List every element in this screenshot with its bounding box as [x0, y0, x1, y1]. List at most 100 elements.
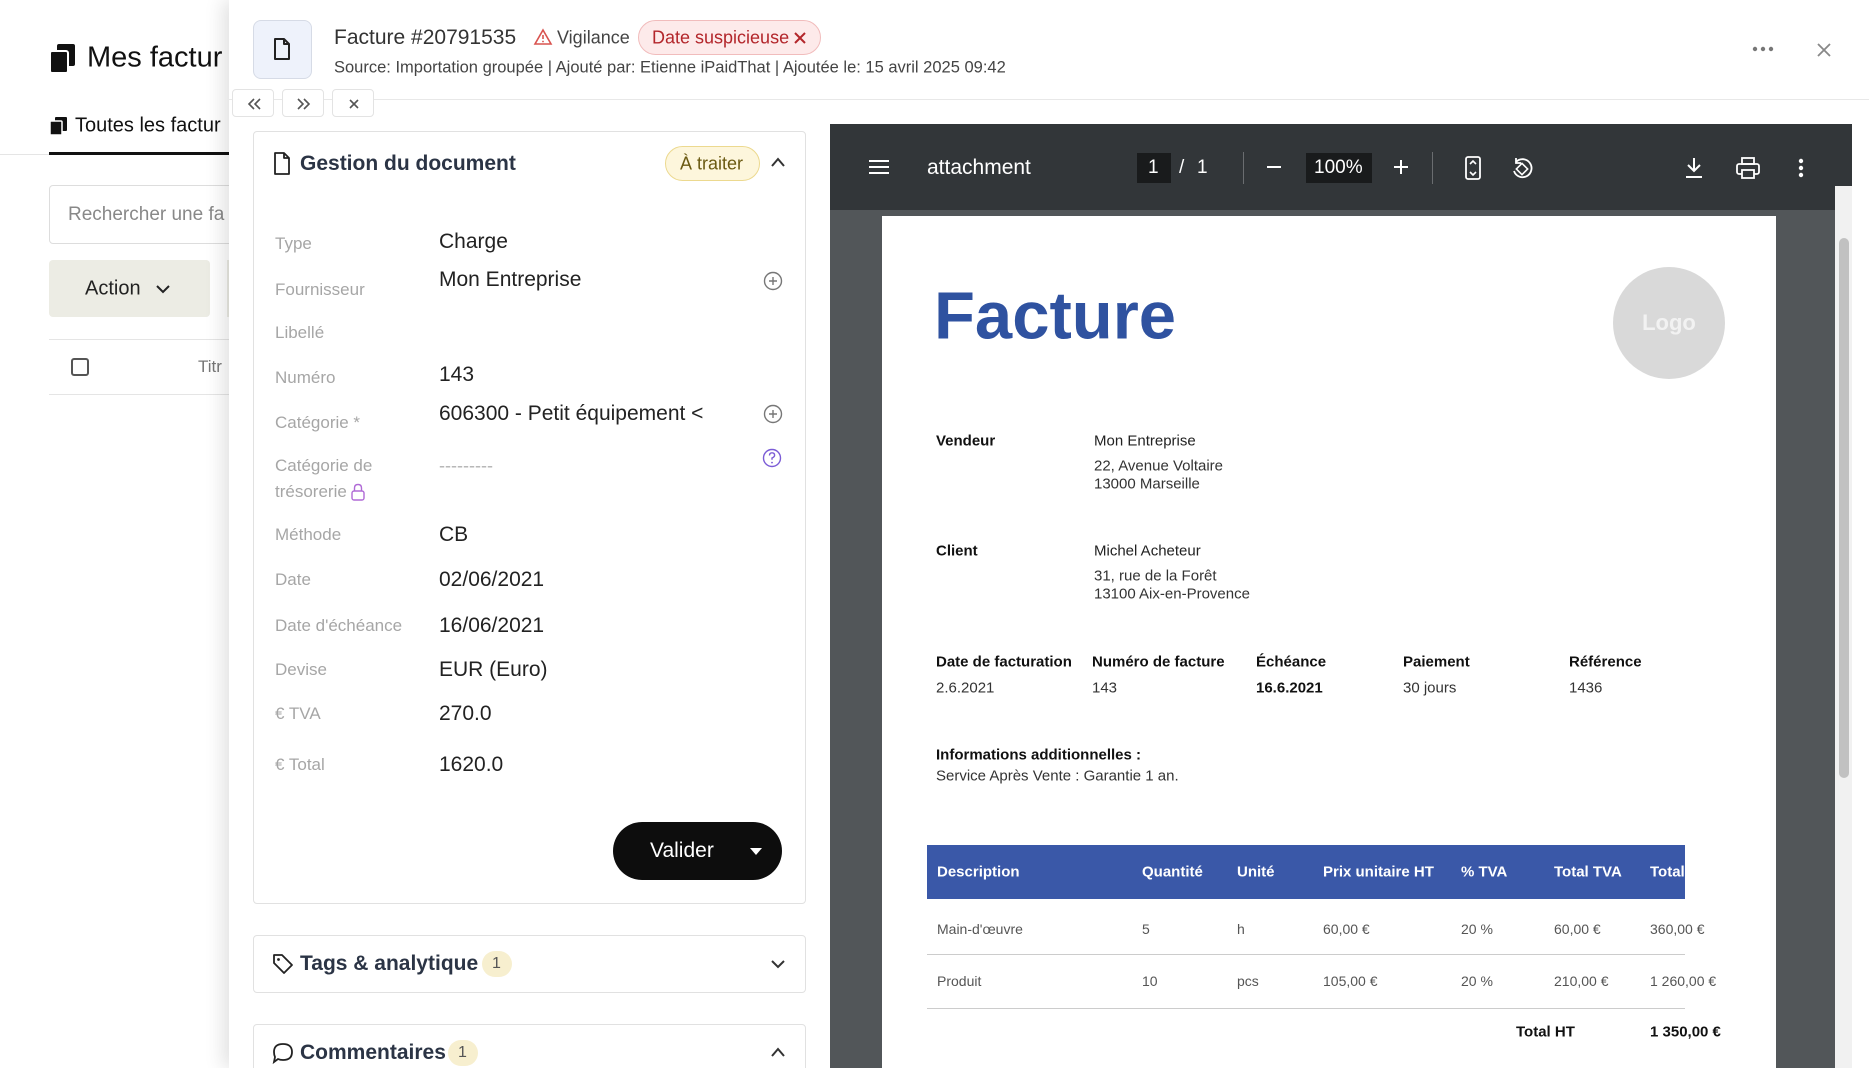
detail-value: 16.6.2021 [1256, 679, 1323, 697]
pdf-page: Facture Logo Vendeur Mon Entreprise 22, … [882, 216, 1776, 1068]
zoom-out[interactable] [1266, 159, 1282, 175]
field-label: Libellé [275, 323, 325, 342]
detail-value: 143 [1092, 679, 1118, 697]
page-separator: / [1179, 157, 1185, 178]
notes-label: Informations additionnelles : [936, 746, 1142, 764]
search-placeholder: Rechercher une fa [68, 204, 225, 225]
zoom-in[interactable] [1393, 159, 1409, 175]
detail-label: Date de facturation [936, 653, 1072, 671]
comments-card [253, 1024, 806, 1068]
action-label: Action [85, 277, 141, 300]
table-cell: 10 [1142, 973, 1158, 989]
table-cell: 60,00 € [1554, 921, 1601, 937]
pdf-viewer: attachment 1 / 1 100% Facture Logo Vende… [830, 124, 1852, 1068]
row-divider [927, 954, 1685, 955]
field-value: CB [439, 523, 469, 546]
field-label: Méthode [275, 525, 342, 544]
rotate[interactable] [1510, 157, 1534, 179]
column-header: Unité [1237, 863, 1275, 881]
field-value: --------- [439, 455, 493, 476]
comments-count: 1 [458, 1044, 467, 1061]
comment-icon [272, 1043, 293, 1065]
page-title: Mes factur [87, 41, 223, 74]
row-divider [927, 1008, 1685, 1009]
column-header: Total TVA [1554, 863, 1622, 881]
logo-text: Logo [1642, 310, 1696, 335]
validate-dropdown[interactable] [749, 847, 763, 856]
detail-label: Référence [1569, 653, 1642, 671]
field-value: 02/06/2021 [439, 568, 545, 591]
table-cell: 360,00 € [1650, 921, 1705, 937]
field-value: 16/06/2021 [439, 614, 545, 637]
field-value: Mon Entreprise [439, 268, 582, 291]
fit-page[interactable] [1464, 156, 1482, 180]
detail-value: 1436 [1569, 679, 1603, 697]
menu-icon[interactable] [868, 159, 890, 175]
seller-name: Mon Entreprise [1094, 432, 1196, 450]
prev-button[interactable] [232, 89, 274, 117]
field-label: Numéro [275, 368, 336, 387]
field-value: 143 [439, 363, 475, 386]
next-button[interactable] [282, 89, 324, 117]
field-label: € TVA [275, 704, 321, 723]
field-label: Type [275, 234, 312, 253]
field-value: EUR (Euro) [439, 658, 548, 681]
page-number: 1 [1148, 157, 1159, 178]
source-line: Source: Importation groupée | Ajouté par… [334, 58, 1006, 77]
document-card [253, 131, 806, 904]
detail-label: Paiement [1403, 653, 1470, 671]
total-label: Total HT [1516, 1023, 1575, 1041]
zoom-input[interactable] [1306, 153, 1372, 183]
field-label: Devise [275, 660, 327, 679]
scroll-thumb[interactable] [1839, 238, 1849, 778]
doc-icon [274, 38, 290, 60]
invoice-title: Facture #20791535 [334, 26, 517, 49]
remove-flag[interactable] [793, 31, 807, 45]
logo-circle [1613, 267, 1725, 379]
tab[interactable]: Toutes les factur [75, 114, 221, 137]
close-nav-button[interactable] [332, 89, 374, 117]
add-category[interactable] [763, 404, 783, 424]
action-button[interactable] [49, 260, 210, 317]
field-value: Charge [439, 230, 508, 253]
field-value: 1620.0 [439, 753, 504, 776]
detail-value: 30 jours [1403, 679, 1457, 697]
add-supplier[interactable] [763, 271, 783, 291]
expand[interactable] [770, 958, 786, 970]
tab-underline [49, 152, 229, 155]
table-cell: 1 260,00 € [1650, 973, 1717, 989]
file-name: attachment [927, 156, 1031, 179]
viewer-menu[interactable] [1798, 158, 1804, 178]
collapse[interactable] [770, 156, 786, 168]
close-panel[interactable] [1816, 42, 1832, 58]
field-label: Date d'échéance [275, 616, 403, 635]
client-line: 31, rue de la Forêt [1094, 567, 1217, 585]
collapse[interactable] [770, 1046, 786, 1058]
download[interactable] [1684, 157, 1704, 179]
card-title: Gestion du document [300, 152, 516, 175]
validate-label: Valider [650, 839, 714, 862]
client-line: 13100 Aix-en-Provence [1094, 585, 1250, 603]
comments-title: Commentaires [300, 1041, 446, 1064]
count-badge [448, 1040, 478, 1066]
seller-label: Vendeur [936, 432, 996, 450]
zoom-level: 100% [1314, 157, 1363, 178]
status-label: À traiter [680, 153, 744, 174]
tag-icon [273, 954, 293, 974]
seller-line: 22, Avenue Voltaire [1094, 457, 1223, 475]
table-cell: 20 % [1461, 921, 1493, 937]
help-icon[interactable] [762, 448, 782, 468]
page-input[interactable] [1137, 153, 1171, 183]
checkbox[interactable] [71, 358, 89, 376]
pdf-toolbar: attachment 1 / 1 100% [830, 124, 1852, 210]
column-header: Prix unitaire HT [1323, 863, 1434, 881]
invoice-heading: Facture [934, 278, 1177, 354]
more-menu[interactable] [1752, 46, 1774, 52]
column-header: % TVA [1461, 863, 1508, 881]
total-value: 1 350,00 € [1650, 1023, 1721, 1041]
detail-label: Échéance [1256, 653, 1327, 671]
warning-icon [533, 28, 553, 45]
tags-card [253, 935, 806, 993]
print[interactable] [1736, 157, 1760, 179]
